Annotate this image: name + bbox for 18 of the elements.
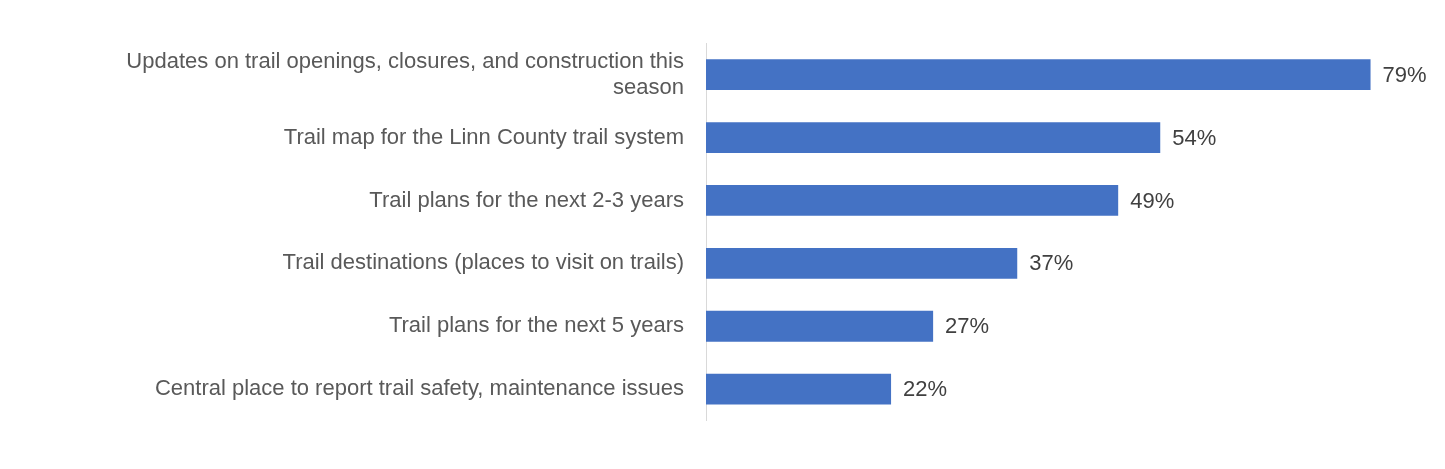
bar [706,122,1161,153]
bar [706,373,892,405]
data-label: 49% [1130,187,1175,213]
y-tick-label: Trail plans for the next 5 years [388,312,684,338]
bar [706,310,934,342]
data-label: 27% [945,313,990,339]
y-tick-label: Trail map for the Linn County trail system [283,123,684,149]
y-tick-label: Trail plans for the next 2-3 years [369,186,684,212]
data-label: 79% [1382,61,1427,87]
y-tick-label: Central place to report trail safety, maintenance issues [154,375,684,401]
bar [706,59,1371,91]
y-tick-label: Updates on trail openings, closures, and construction this season [126,47,684,99]
data-label: 37% [1029,250,1074,276]
bar [706,185,1119,216]
y-tick-label: Trail destinations (places to visit on trails) [282,249,684,275]
data-label: 22% [903,376,948,402]
data-label: 54% [1172,124,1217,150]
bar [706,247,1018,279]
